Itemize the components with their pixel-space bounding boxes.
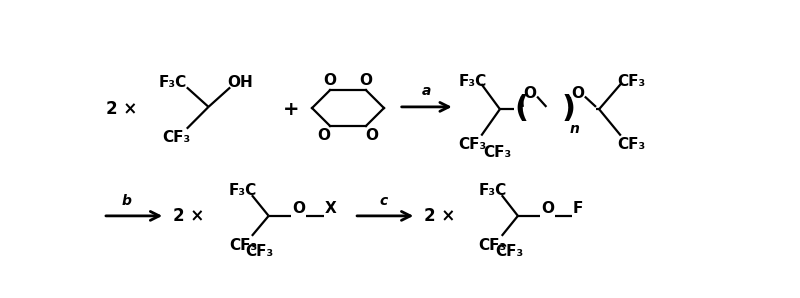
Text: CF₃: CF₃	[495, 244, 524, 259]
Text: CF₃: CF₃	[483, 145, 511, 160]
Text: O: O	[366, 128, 378, 143]
Text: O: O	[359, 73, 373, 88]
Text: OH: OH	[227, 75, 253, 90]
Text: c: c	[380, 194, 388, 208]
Text: F₃C: F₃C	[478, 183, 506, 198]
Text: CF₃: CF₃	[618, 74, 646, 89]
Text: F: F	[573, 201, 583, 216]
Text: CF₃: CF₃	[618, 137, 646, 152]
Text: n: n	[570, 122, 580, 136]
Text: O: O	[571, 86, 584, 101]
Text: CF₃: CF₃	[458, 137, 486, 152]
Text: CF₃: CF₃	[229, 238, 258, 253]
Text: O: O	[318, 128, 330, 143]
Text: F₃C: F₃C	[159, 75, 187, 90]
Text: (: (	[514, 94, 528, 122]
Text: CF₃: CF₃	[478, 238, 506, 253]
Text: +: +	[283, 100, 299, 119]
Text: O: O	[542, 201, 554, 216]
Text: O: O	[323, 73, 337, 88]
Text: F₃C: F₃C	[229, 183, 258, 198]
Text: 2 ×: 2 ×	[424, 207, 455, 225]
Text: b: b	[121, 194, 131, 208]
Text: CF₃: CF₃	[162, 130, 190, 145]
Text: O: O	[523, 86, 536, 101]
Text: O: O	[292, 201, 306, 216]
Text: X: X	[325, 201, 337, 216]
Text: CF₃: CF₃	[246, 244, 274, 259]
Text: a: a	[422, 84, 431, 98]
Text: 2 ×: 2 ×	[106, 100, 138, 118]
Text: F₃C: F₃C	[458, 74, 486, 89]
Text: ): )	[562, 94, 576, 122]
Text: 2 ×: 2 ×	[173, 207, 205, 225]
